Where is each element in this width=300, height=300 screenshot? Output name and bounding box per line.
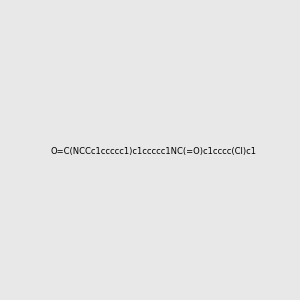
Text: O=C(NCCc1ccccc1)c1ccccc1NC(=O)c1cccc(Cl)c1: O=C(NCCc1ccccc1)c1ccccc1NC(=O)c1cccc(Cl)…: [51, 147, 257, 156]
